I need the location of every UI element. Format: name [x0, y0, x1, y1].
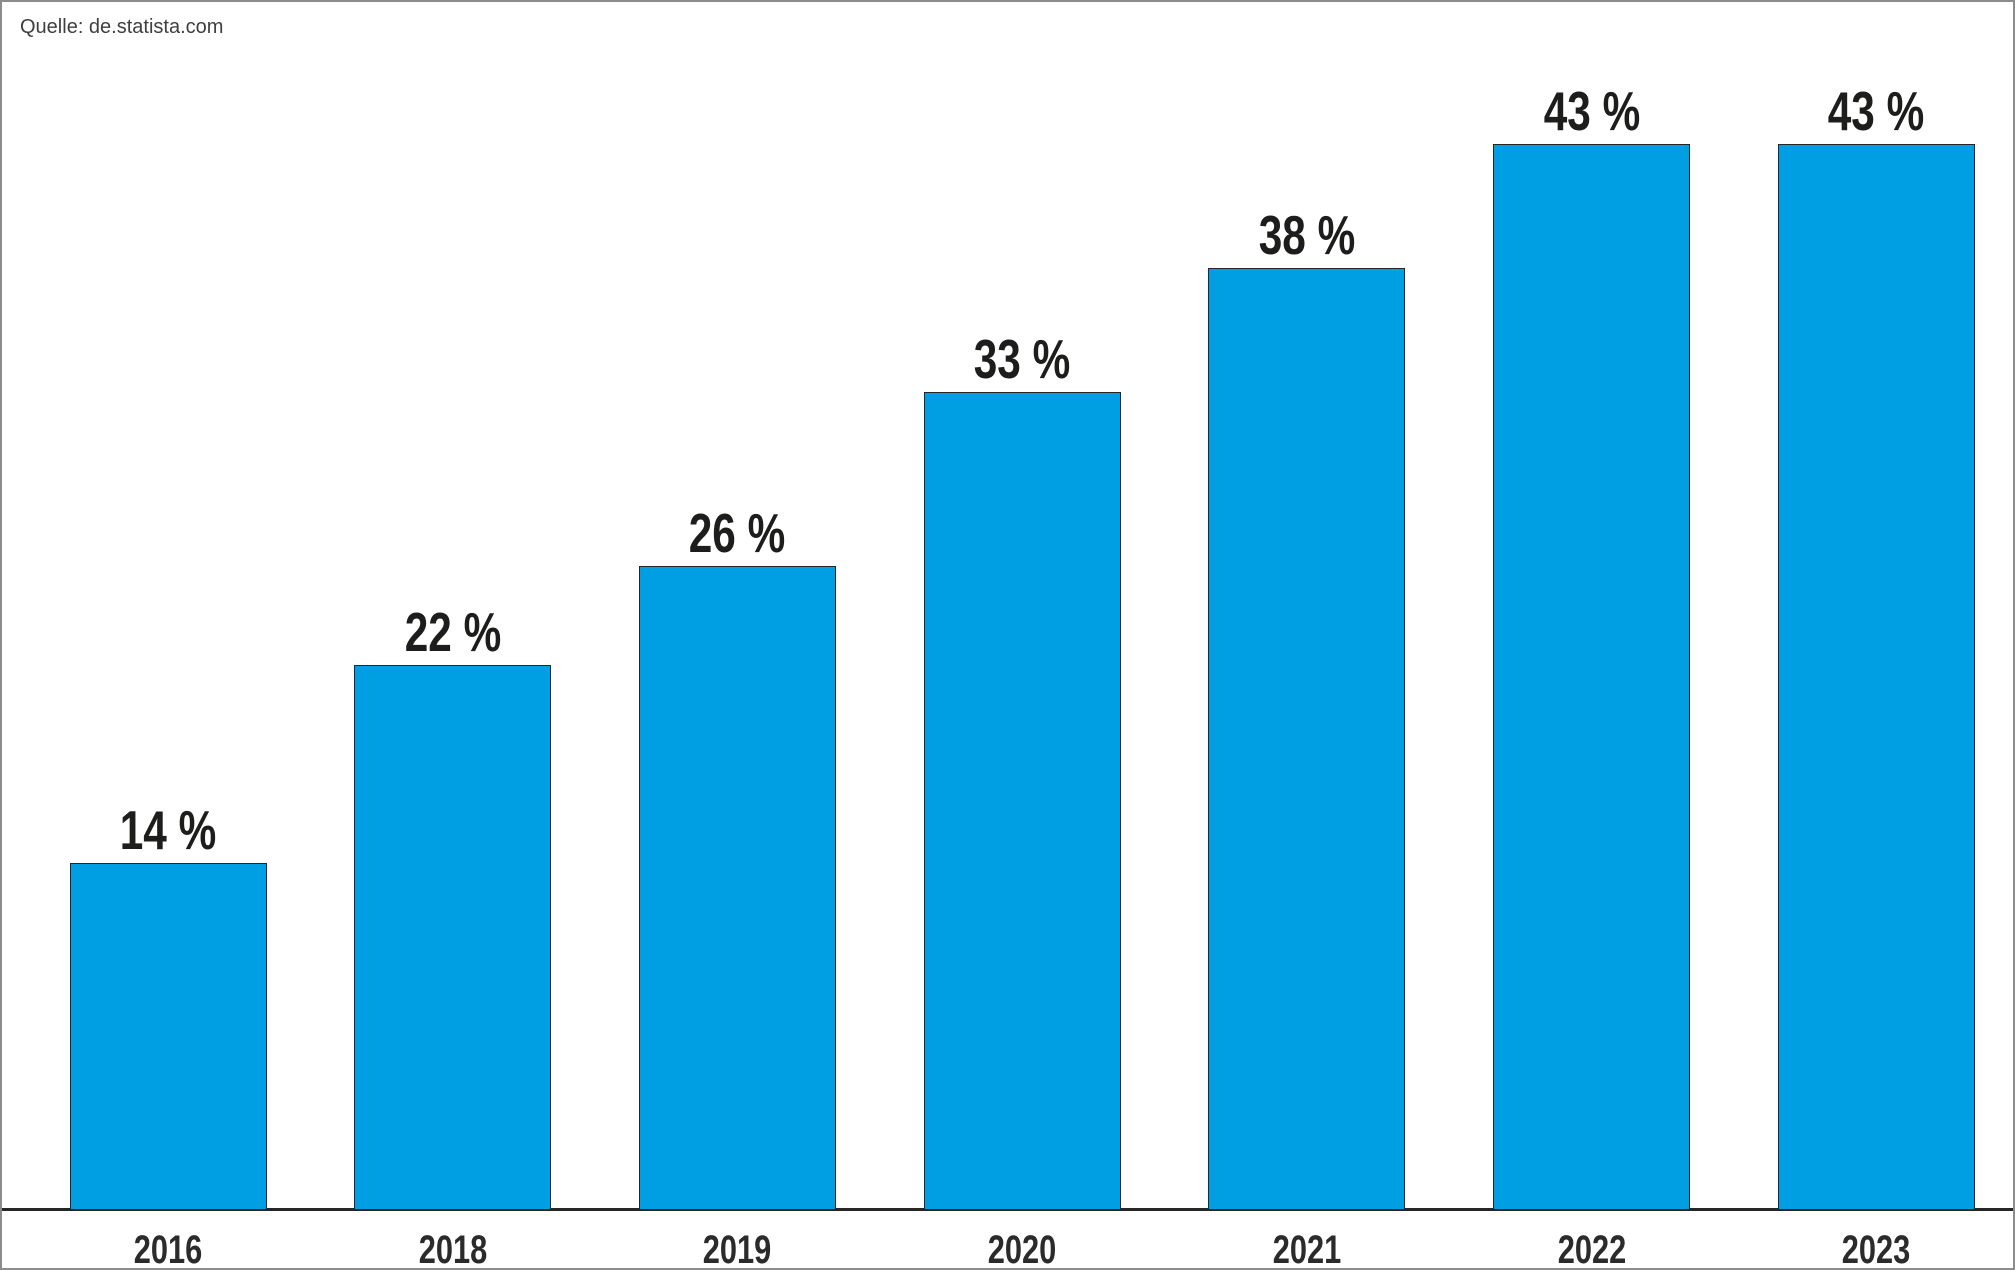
bar-value-label: 43 % [1827, 80, 1925, 142]
source-attribution: Quelle: de.statista.com [20, 16, 224, 38]
bar [69, 863, 267, 1210]
x-axis-tick-label: 2022 [1557, 1228, 1626, 1270]
bar [923, 392, 1121, 1210]
x-axis-tick-label: 2020 [987, 1228, 1057, 1270]
x-axis-tick-label: 2018 [418, 1228, 487, 1270]
bar-value-label: 22 % [404, 601, 501, 663]
bar-value-label: 38 % [1258, 204, 1356, 266]
x-axis-tick-label: 2019 [703, 1228, 772, 1270]
bar [1493, 144, 1690, 1210]
bar [354, 665, 552, 1210]
bar-value-label: 14 % [119, 799, 217, 861]
x-axis-tick-label: 2016 [133, 1228, 203, 1270]
x-axis-tick-label: 2023 [1841, 1228, 1911, 1270]
bar [1208, 268, 1406, 1210]
bar-value-label: 33 % [973, 328, 1071, 390]
x-axis-tick-label: 2021 [1272, 1228, 1342, 1270]
bar-value-label: 26 % [689, 502, 786, 564]
bar-value-label: 43 % [1543, 80, 1640, 142]
bar [638, 566, 836, 1210]
bar [1777, 144, 1975, 1210]
